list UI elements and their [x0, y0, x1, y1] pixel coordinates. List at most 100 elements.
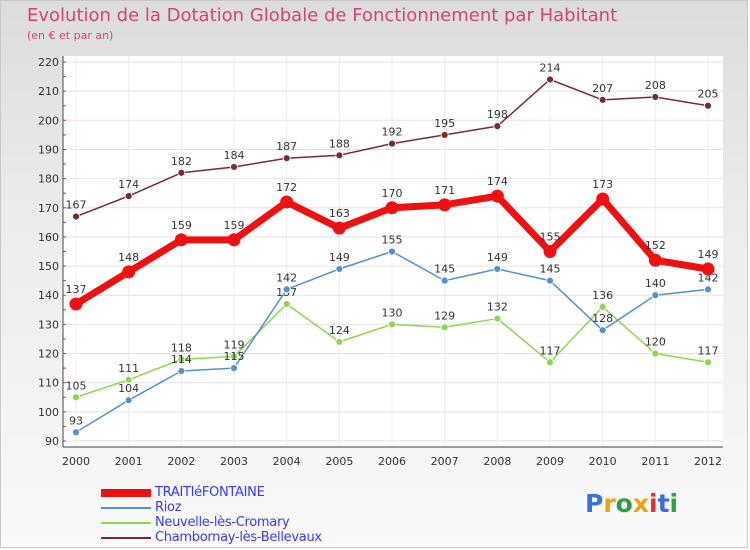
- chart-subtitle: (en € et par an): [27, 29, 114, 42]
- data-point: [177, 367, 186, 375]
- data-point: [72, 212, 80, 221]
- data-label: 184: [224, 149, 245, 162]
- data-point: [230, 352, 238, 361]
- data-point: [72, 393, 80, 402]
- data-label: 124: [329, 324, 350, 337]
- data-label: 129: [434, 309, 455, 322]
- x-tick-label: 2007: [431, 455, 459, 468]
- legend-swatch: [101, 506, 151, 509]
- legend-swatch: [101, 521, 151, 524]
- data-label: 205: [698, 88, 719, 101]
- data-label: 170: [382, 187, 403, 200]
- x-tick-label: 2000: [62, 455, 90, 468]
- y-tick-label: 220: [38, 56, 59, 69]
- brand-letter: x: [632, 489, 649, 518]
- data-label: 142: [698, 271, 719, 284]
- y-tick-label: 200: [38, 114, 59, 127]
- data-label: 142: [276, 271, 297, 284]
- x-tick-label: 2005: [325, 455, 353, 468]
- data-point: [598, 96, 607, 104]
- data-point: [280, 195, 294, 209]
- data-label: 93: [69, 414, 83, 427]
- data-label: 119: [224, 338, 245, 351]
- x-tick-label: 2002: [167, 455, 195, 468]
- data-label: 173: [592, 178, 613, 191]
- data-label: 149: [329, 251, 350, 264]
- y-tick-label: 180: [38, 173, 59, 186]
- brand-letter: t: [657, 489, 670, 518]
- data-point: [335, 337, 344, 346]
- data-point: [282, 285, 291, 294]
- data-point: [335, 265, 344, 273]
- legend-item: Rioz: [101, 500, 421, 515]
- data-label: 136: [592, 289, 613, 302]
- data-label: 182: [171, 155, 192, 168]
- data-point: [704, 285, 712, 294]
- data-point: [701, 262, 715, 276]
- y-tick-label: 90: [45, 435, 59, 448]
- data-point: [177, 168, 186, 177]
- x-tick-label: 2009: [536, 455, 564, 468]
- x-tick-label: 2011: [641, 455, 669, 468]
- data-point: [332, 221, 346, 235]
- data-point: [704, 101, 712, 110]
- data-label: 195: [434, 117, 455, 130]
- data-point: [546, 75, 554, 84]
- x-tick-label: 2004: [273, 455, 301, 468]
- data-point: [598, 302, 607, 311]
- data-label: 207: [592, 82, 613, 95]
- data-point: [124, 375, 133, 384]
- data-point: [174, 233, 188, 247]
- data-label: 118: [171, 341, 192, 354]
- data-label: 130: [382, 306, 403, 319]
- data-point: [282, 154, 291, 163]
- data-point: [230, 364, 238, 373]
- x-tick-label: 2006: [378, 455, 406, 468]
- y-tick-label: 150: [38, 260, 59, 273]
- legend-label: Rioz: [155, 500, 182, 515]
- data-point: [388, 320, 396, 329]
- legend-label: Neuvelle-lès-Cromary: [155, 515, 290, 530]
- data-point: [227, 233, 241, 247]
- data-point: [282, 300, 291, 308]
- data-point: [704, 358, 712, 367]
- y-tick-label: 170: [38, 202, 59, 215]
- brand-letter: o: [615, 489, 633, 518]
- data-label: 163: [329, 207, 350, 220]
- data-label: 149: [698, 248, 719, 261]
- data-label: 145: [540, 263, 561, 276]
- data-point: [493, 314, 502, 323]
- data-point: [598, 326, 607, 335]
- data-point: [651, 93, 660, 101]
- data-point: [546, 358, 554, 367]
- data-label: 105: [66, 379, 87, 392]
- data-point: [388, 247, 396, 256]
- legend-swatch: [101, 488, 151, 497]
- data-point: [438, 198, 452, 212]
- brand-letter: P: [585, 489, 604, 518]
- y-tick-label: 120: [38, 348, 59, 361]
- legend-label: Chambornay-lès-Bellevaux: [155, 530, 322, 545]
- brand-letter: i: [669, 489, 679, 518]
- y-tick-label: 160: [38, 231, 59, 244]
- data-point: [596, 192, 610, 206]
- data-label: 145: [434, 263, 455, 276]
- legend-item: Chambornay-lès-Bellevaux: [101, 530, 421, 545]
- data-label: 208: [645, 79, 666, 92]
- data-label: 155: [540, 231, 561, 244]
- data-point: [124, 192, 133, 201]
- data-point: [388, 139, 396, 148]
- y-tick-label: 140: [38, 289, 59, 302]
- data-label: 148: [118, 251, 139, 264]
- legend-label: TRAITIéFONTAINE: [155, 485, 265, 500]
- data-label: 111: [118, 362, 139, 375]
- data-point: [385, 201, 399, 215]
- legend: TRAITIéFONTAINE Rioz Neuvelle-lès-Cromary C…: [101, 485, 421, 545]
- data-label: 104: [118, 382, 139, 395]
- y-tick-label: 190: [38, 143, 59, 156]
- data-point: [69, 297, 83, 311]
- data-point: [651, 291, 660, 300]
- legend-item: TRAITIéFONTAINE: [101, 485, 421, 500]
- data-label: 171: [434, 184, 455, 197]
